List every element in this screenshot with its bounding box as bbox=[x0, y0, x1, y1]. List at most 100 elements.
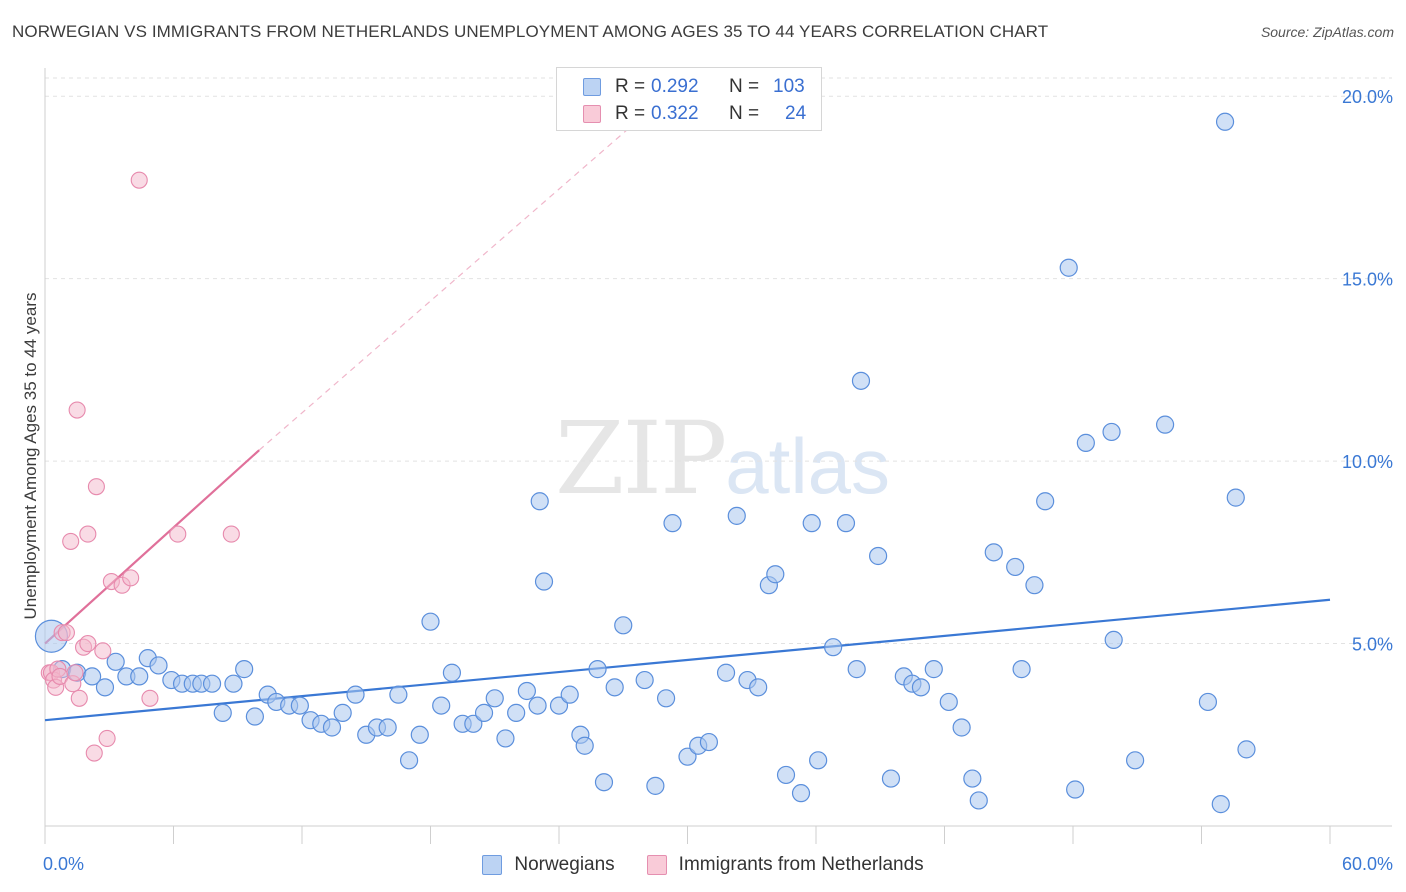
point-norwegians bbox=[333, 703, 352, 722]
point-norwegians bbox=[766, 565, 785, 584]
point-norwegians bbox=[939, 692, 958, 712]
y-tick-label: 15.0% bbox=[1342, 270, 1393, 290]
point-norwegians bbox=[605, 678, 624, 697]
point-norwegians bbox=[1155, 415, 1175, 434]
point-norwegians bbox=[824, 638, 843, 657]
point-norwegians bbox=[560, 685, 579, 704]
point-norwegians bbox=[1198, 692, 1218, 712]
trend-line-norwegians bbox=[44, 598, 1331, 722]
point-netherlands bbox=[70, 689, 88, 707]
point-norwegians bbox=[1059, 258, 1078, 277]
trend-line-netherlands bbox=[44, 449, 260, 645]
point-norwegians bbox=[911, 678, 931, 697]
correlation-legend: R = 0.292 N = 103 R = 0.322 N = 24 bbox=[556, 67, 822, 131]
point-norwegians bbox=[432, 696, 451, 715]
legend-n-label: N = bbox=[729, 76, 760, 97]
point-norwegians bbox=[507, 703, 526, 722]
point-netherlands bbox=[122, 569, 140, 587]
watermark-zip: ZIP bbox=[555, 400, 727, 517]
point-norwegians bbox=[442, 663, 462, 682]
point-norwegians bbox=[776, 765, 796, 785]
point-norwegians bbox=[517, 681, 536, 701]
chart-title: NORWEGIAN VS IMMIGRANTS FROM NETHERLANDS… bbox=[12, 22, 1049, 41]
point-norwegians bbox=[1076, 433, 1095, 452]
point-norwegians bbox=[346, 685, 365, 704]
point-norwegians bbox=[1066, 780, 1085, 799]
x-tick-label-max: 60.0% bbox=[1342, 854, 1393, 874]
legend-swatch-pink bbox=[646, 855, 667, 875]
legend-item-norwegians[interactable]: Norwegians bbox=[482, 852, 615, 878]
point-norwegians bbox=[984, 543, 1003, 562]
point-norwegians bbox=[410, 725, 429, 744]
legend-item-netherlands[interactable]: Immigrants from Netherlands bbox=[646, 852, 924, 878]
point-norwegians bbox=[678, 747, 697, 766]
y-axis-label: Unemployment Among Ages 35 to 44 years bbox=[21, 292, 40, 620]
watermark-atlas: atlas bbox=[725, 422, 891, 510]
point-norwegians bbox=[83, 667, 102, 686]
point-norwegians bbox=[421, 612, 440, 631]
legend-swatch-pink bbox=[583, 105, 601, 123]
point-norwegians bbox=[1012, 660, 1031, 679]
point-norwegians bbox=[235, 660, 254, 679]
point-netherlands bbox=[68, 401, 86, 419]
tick-labels: 5.0% 10.0% 15.0% 20.0% 0.0% 60.0% bbox=[43, 87, 1393, 874]
point-norwegians bbox=[952, 718, 971, 737]
series-legend: Norwegians Immigrants from Netherlands bbox=[0, 852, 1406, 878]
point-norwegians bbox=[716, 663, 736, 682]
point-norwegians bbox=[1006, 557, 1025, 577]
point-norwegians bbox=[851, 371, 871, 390]
grid-lines bbox=[45, 77, 1392, 645]
point-netherlands bbox=[94, 642, 112, 660]
point-norwegians bbox=[399, 751, 419, 770]
point-norwegians bbox=[836, 514, 856, 533]
point-norwegians bbox=[378, 718, 397, 737]
point-norwegians bbox=[646, 776, 665, 795]
point-norwegians bbox=[245, 707, 264, 726]
point-norwegians bbox=[594, 773, 614, 792]
legend-row-netherlands: R = 0.322 N = 24 bbox=[583, 101, 806, 127]
point-norwegians bbox=[588, 660, 607, 679]
point-netherlands bbox=[130, 171, 148, 189]
point-netherlands bbox=[222, 525, 240, 543]
point-norwegians bbox=[1226, 488, 1245, 507]
point-norwegians bbox=[95, 678, 115, 697]
trend-line-netherlands-extension bbox=[258, 114, 646, 451]
point-norwegians bbox=[130, 667, 149, 686]
point-norwegians bbox=[614, 616, 633, 635]
point-norwegians bbox=[869, 546, 888, 566]
point-netherlands bbox=[87, 478, 105, 496]
point-norwegians bbox=[575, 736, 594, 755]
point-norwegians bbox=[1025, 576, 1044, 595]
legend-n-value: 24 bbox=[785, 103, 807, 124]
y-tick-label: 20.0% bbox=[1342, 87, 1393, 107]
y-tick-label: 10.0% bbox=[1342, 452, 1393, 472]
point-netherlands bbox=[62, 532, 80, 550]
point-netherlands bbox=[85, 744, 103, 762]
point-netherlands bbox=[169, 525, 187, 543]
point-norwegians bbox=[1036, 492, 1055, 511]
data-points bbox=[34, 112, 1256, 814]
point-norwegians bbox=[791, 784, 811, 803]
point-norwegians bbox=[809, 751, 828, 770]
point-norwegians bbox=[464, 714, 483, 733]
point-norwegians bbox=[1104, 630, 1123, 650]
point-norwegians bbox=[1211, 795, 1230, 814]
point-norwegians bbox=[530, 492, 549, 511]
point-norwegians bbox=[290, 696, 309, 715]
point-norwegians bbox=[963, 769, 982, 788]
legend-label-netherlands: Immigrants from Netherlands bbox=[678, 854, 924, 875]
point-norwegians bbox=[1126, 751, 1145, 770]
point-norwegians bbox=[802, 514, 821, 533]
point-norwegians bbox=[699, 732, 719, 752]
legend-r-label: R = bbox=[615, 103, 646, 124]
legend-swatch-blue bbox=[583, 78, 601, 96]
point-norwegians bbox=[474, 703, 494, 722]
trend-lines bbox=[44, 114, 1331, 722]
point-norwegians bbox=[924, 660, 943, 679]
point-norwegians bbox=[656, 689, 676, 708]
point-norwegians bbox=[881, 769, 901, 788]
point-netherlands bbox=[79, 525, 97, 543]
point-norwegians bbox=[106, 652, 125, 671]
legend-row-norwegians: R = 0.292 N = 103 bbox=[583, 74, 805, 100]
